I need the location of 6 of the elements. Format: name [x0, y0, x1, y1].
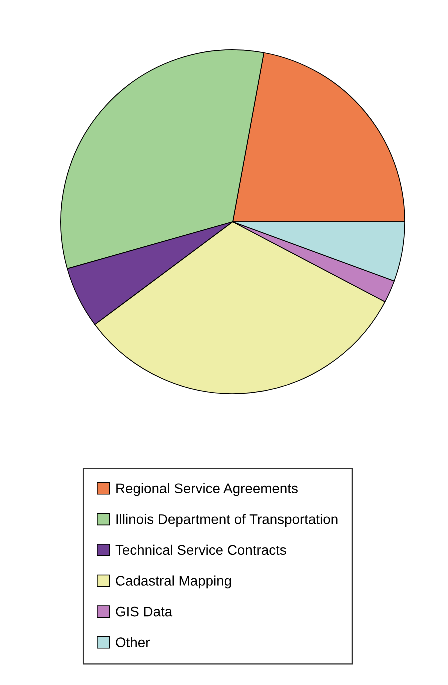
legend-label: Regional Service Agreements — [116, 483, 298, 496]
legend-label: Cadastral Mapping — [116, 576, 232, 589]
legend-label: Illinois Department of Transportation — [116, 514, 338, 528]
legend-label: Other — [116, 637, 150, 648]
legend-label: GIS Data — [116, 606, 173, 617]
legend-label: Technical Service Contracts — [116, 544, 286, 556]
